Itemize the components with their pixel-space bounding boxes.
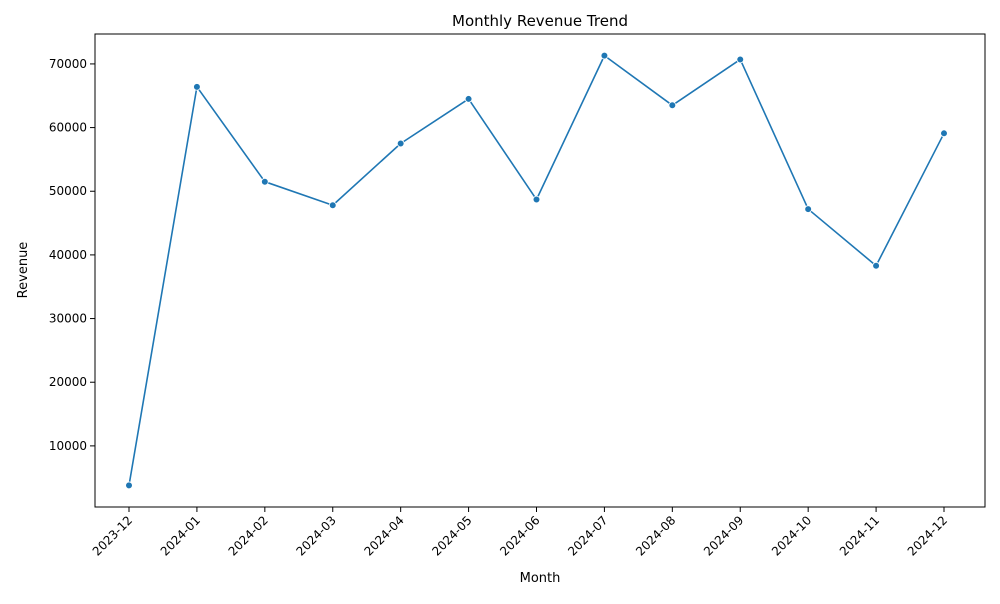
x-tick-label: 2024-09 [701,513,746,558]
x-tick-label: 2024-11 [837,513,882,558]
x-tick-label: 2024-10 [769,513,814,558]
x-tick-label: 2024-06 [497,513,542,558]
x-axis-label: Month [520,571,561,586]
data-point [464,95,473,103]
y-axis-label: Revenue [16,242,31,299]
data-point [940,129,948,138]
x-tick-label: 2024-01 [158,513,203,558]
data-point [804,205,812,213]
data-point [600,51,609,60]
data-point [125,481,133,490]
series-line [128,54,945,486]
y-tick-label: 50000 [49,184,87,198]
x-tick-label: 2024-04 [361,513,406,558]
x-tick-label: 2024-12 [905,513,950,558]
y-tick-label: 30000 [49,312,87,326]
plot-frame [94,33,986,508]
data-point [668,101,677,110]
chart-title: Monthly Revenue Trend [452,12,628,30]
y-tick-label: 60000 [49,121,87,135]
x-tick-label: 2024-07 [565,513,610,558]
x-tick-label: 2023-12 [90,513,135,558]
x-tick-label: 2024-02 [226,513,271,558]
data-point [261,177,269,186]
y-tick-label: 10000 [49,439,87,453]
data-point [736,55,745,64]
y-axis: 10000 20000 30000 40000 50000 60000 70000 [49,57,95,453]
series-layer [125,51,948,490]
x-tick-label: 2024-03 [294,513,339,558]
x-tick-label: 2024-05 [429,513,474,558]
y-tick-label: 40000 [49,248,87,262]
data-point [396,139,405,148]
data-point [532,195,541,204]
data-point [872,261,880,270]
x-axis: 2023-12 2024-01 2024-02 2024-03 2024-04 2024-… [90,507,950,559]
y-tick-label: 20000 [49,375,87,389]
data-point [193,83,201,91]
x-tick-label: 2024-08 [633,513,678,558]
y-tick-label: 70000 [49,57,87,71]
data-point [328,201,337,210]
